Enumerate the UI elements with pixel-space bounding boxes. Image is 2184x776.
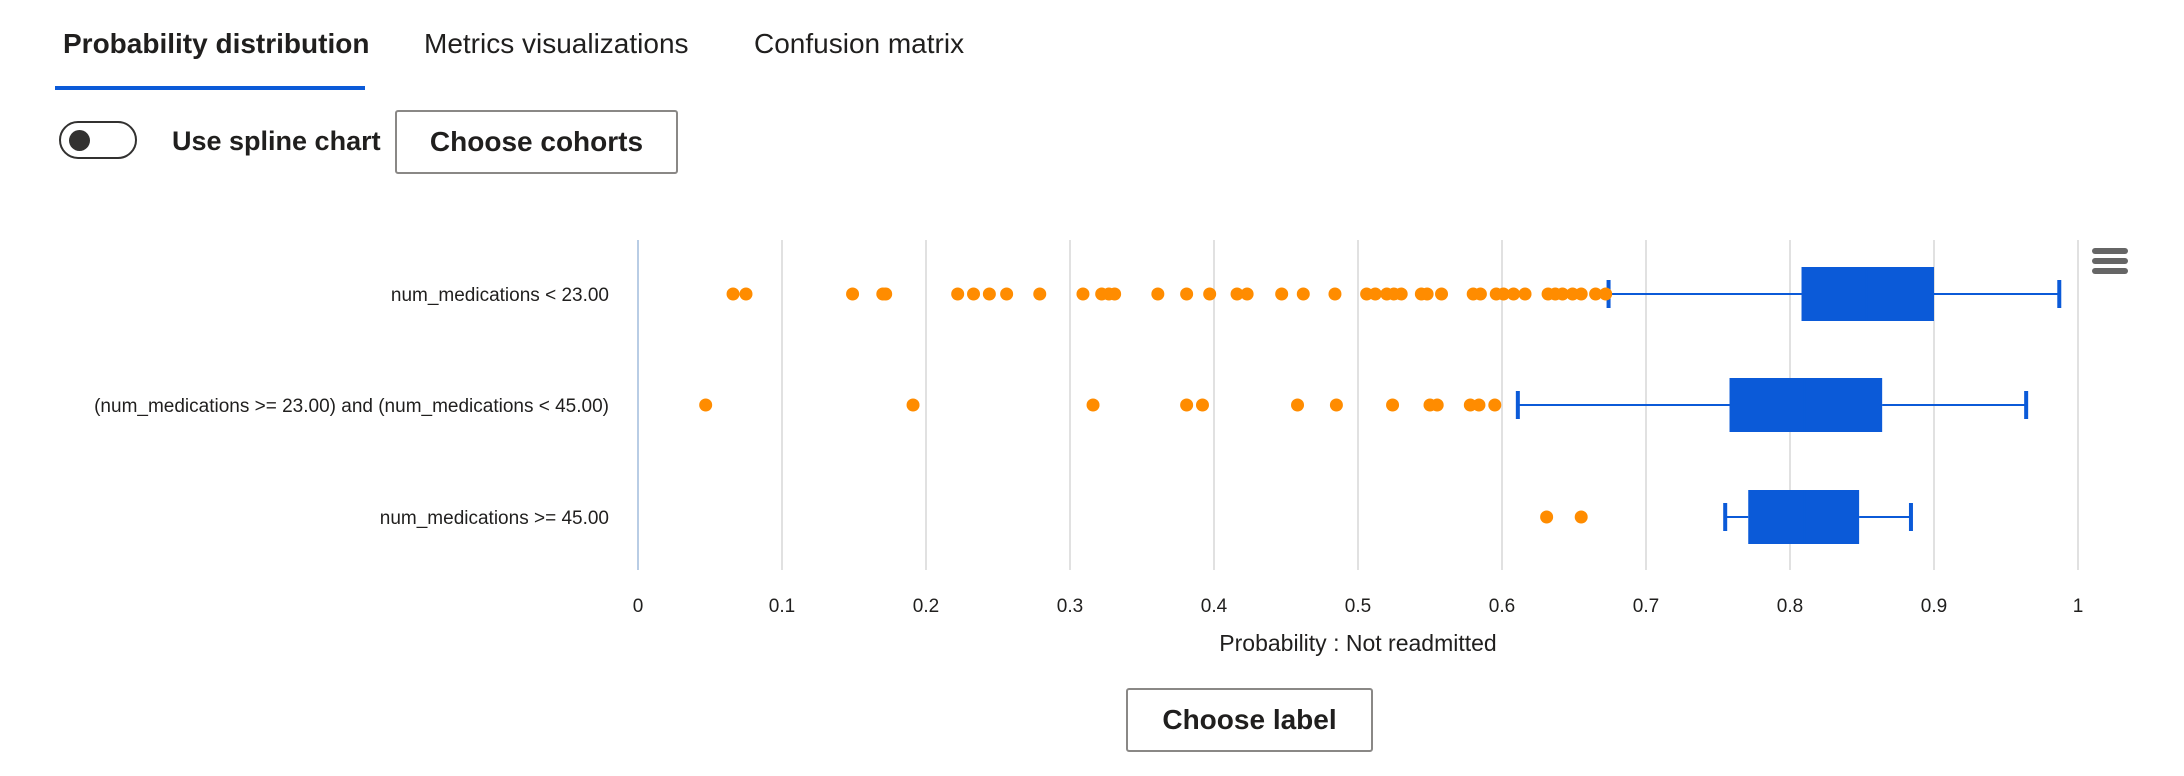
x-tick-label: 0.7 (1633, 596, 1659, 617)
outlier-point (1473, 287, 1487, 301)
outlier-point (1329, 398, 1343, 412)
outlier-point (1599, 287, 1613, 301)
outlier-point (1275, 287, 1289, 301)
x-axis-label: Probability : Not readmitted (1219, 630, 1496, 656)
outlier-point (1574, 287, 1588, 301)
outlier-point (1203, 287, 1217, 301)
x-tick-label: 0.6 (1489, 596, 1515, 617)
outlier-point (739, 287, 753, 301)
outlier-point (1195, 398, 1209, 412)
outlier-point (1076, 287, 1090, 301)
choose-label-button[interactable]: Choose label (1126, 688, 1373, 752)
outlier-point (1368, 287, 1382, 301)
x-tick-label: 0.2 (913, 596, 939, 617)
outlier-point (1507, 287, 1521, 301)
active-tab-underline (55, 86, 365, 90)
x-tick-label: 0.4 (1201, 596, 1228, 617)
outlier-point (699, 398, 713, 412)
outlier-point (1589, 287, 1603, 301)
outlier-point (1518, 287, 1532, 301)
outlier-point (1240, 287, 1254, 301)
x-tick-label: 0.9 (1921, 596, 1947, 617)
outlier-point (846, 287, 860, 301)
outlier-point (967, 287, 981, 301)
box (1729, 378, 1883, 432)
outlier-point (906, 398, 920, 412)
outlier-point (1151, 287, 1165, 301)
tab-metrics-visualizations[interactable]: Metrics visualizations (424, 28, 689, 59)
outlier-point (1540, 510, 1554, 524)
outlier-point (1296, 287, 1310, 301)
outlier-point (1574, 510, 1588, 524)
outlier-point (1000, 287, 1014, 301)
outlier-point (1435, 287, 1449, 301)
y-category-label: num_medications >= 45.00 (380, 508, 609, 529)
outlier-point (982, 287, 996, 301)
outlier-point (1180, 287, 1194, 301)
outlier-point (1555, 287, 1569, 301)
outlier-point (1488, 398, 1502, 412)
outlier-point (1328, 287, 1342, 301)
outlier-point (1086, 398, 1100, 412)
choose-cohorts-button[interactable]: Choose cohorts (395, 110, 678, 174)
y-category-label: (num_medications >= 23.00) and (num_medi… (94, 396, 609, 417)
x-tick-label: 0.5 (1345, 596, 1371, 617)
tab-probability-distribution[interactable]: Probability distribution (63, 28, 370, 59)
outlier-point (1394, 287, 1408, 301)
outlier-point (1230, 287, 1244, 301)
outlier-point (1291, 398, 1305, 412)
y-category-label: num_medications < 23.00 (391, 285, 609, 306)
x-tick-label: 0 (633, 596, 644, 617)
outlier-point (879, 287, 893, 301)
outlier-point (1472, 398, 1486, 412)
tab-confusion-matrix[interactable]: Confusion matrix (754, 28, 965, 59)
outlier-point (1386, 398, 1400, 412)
spline-chart-toggle[interactable] (59, 121, 137, 159)
hamburger-menu-icon[interactable] (2092, 248, 2128, 278)
outlier-point (1033, 287, 1047, 301)
toggle-knob (69, 130, 90, 151)
outlier-point (1420, 287, 1434, 301)
outlier-point (951, 287, 965, 301)
outlier-point (1180, 398, 1194, 412)
x-tick-label: 1 (2073, 596, 2084, 617)
x-tick-label: 0.1 (769, 596, 795, 617)
x-tick-label: 0.3 (1057, 596, 1083, 617)
outlier-point (1430, 398, 1444, 412)
outlier-point (726, 287, 740, 301)
x-tick-label: 0.8 (1777, 596, 1803, 617)
box (1801, 267, 1934, 321)
probability-distribution-chart: 0 0.1 0.2 0.3 0.4 0.5 0.6 0.7 0.8 0.9 1 Probability… (94, 240, 2084, 656)
spline-chart-toggle-label: Use spline chart (172, 126, 381, 156)
outlier-point (1108, 287, 1122, 301)
outlier-point (1496, 287, 1510, 301)
